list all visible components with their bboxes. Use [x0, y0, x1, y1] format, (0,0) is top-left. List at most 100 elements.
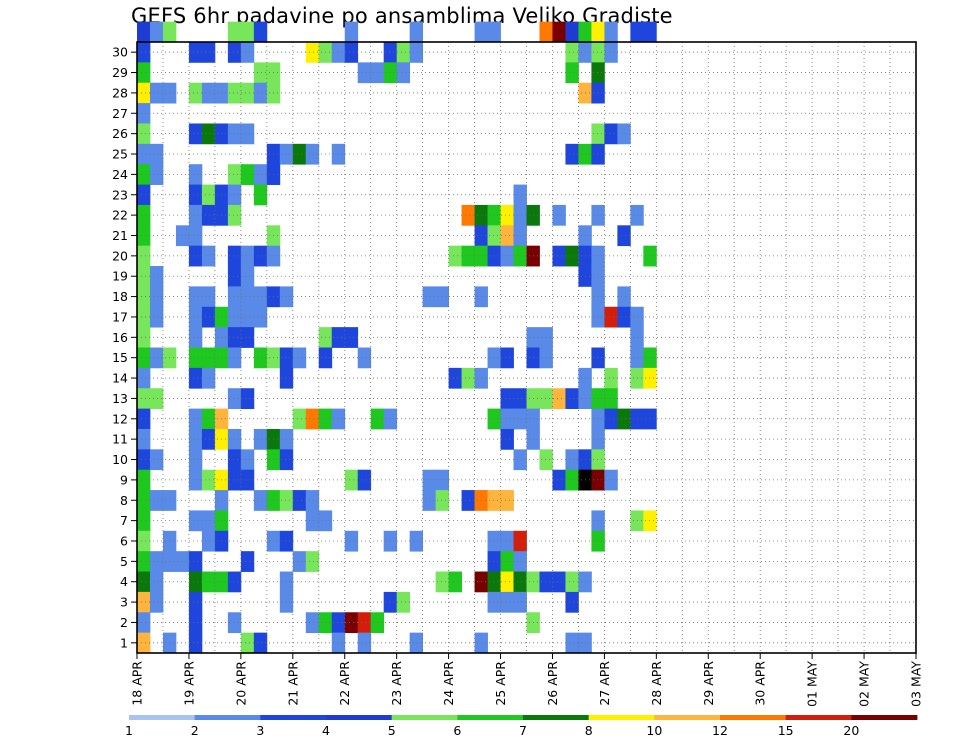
heatmap-cell [539, 571, 553, 593]
legend-label: 4 [322, 723, 330, 738]
y-tick-label: 21 [112, 228, 128, 243]
y-tick-label: 4 [120, 574, 128, 589]
heatmap-cell [448, 245, 462, 267]
x-tick-label: 02 MAY [857, 661, 872, 707]
heatmap-cell [201, 571, 216, 593]
heatmap-cell [357, 62, 372, 84]
heatmap-cell [500, 591, 514, 613]
heatmap-cell [539, 347, 553, 369]
heatmap-cell [565, 469, 579, 491]
heatmap-cell [292, 143, 307, 165]
heatmap-cell [201, 286, 216, 308]
heatmap-cell [357, 347, 372, 369]
heatmap-cell [137, 245, 151, 267]
heatmap-cell [604, 388, 618, 409]
y-tick-label: 25 [112, 147, 128, 162]
y-tick-label: 16 [112, 330, 128, 345]
heatmap-cell [201, 367, 216, 389]
heatmap-cell [149, 82, 164, 104]
heatmap-cell [461, 204, 475, 226]
heatmap-cell [137, 469, 151, 491]
heatmap-cell [137, 490, 151, 511]
x-tick-label: 20 APR [233, 661, 248, 706]
heatmap-cell [188, 449, 203, 471]
heatmap-cell [188, 286, 203, 308]
legend-label: 1 [125, 723, 133, 738]
y-tick-label: 11 [112, 432, 128, 447]
heatmap-cell [357, 469, 372, 491]
heatmap-cell [331, 327, 346, 348]
heatmap-cell [137, 571, 151, 593]
heatmap-cell [188, 632, 203, 654]
heatmap-cell [240, 306, 255, 328]
heatmap-cell [305, 510, 320, 532]
heatmap-cell [500, 225, 514, 247]
heatmap-cell [513, 591, 527, 613]
heatmap-cell [448, 367, 462, 389]
heatmap-cell [539, 21, 553, 43]
heatmap-cell [137, 327, 151, 348]
heatmap-cell [201, 510, 216, 532]
heatmap-cell [162, 21, 177, 43]
heatmap-cell [500, 490, 514, 511]
heatmap-cell [279, 428, 294, 450]
heatmap-cell [565, 388, 579, 409]
y-tick-label: 5 [120, 554, 128, 569]
heatmap-cell [137, 347, 151, 369]
heatmap-cell [227, 306, 242, 328]
heatmap-cell [461, 367, 475, 389]
heatmap-cell [435, 286, 449, 308]
x-tick-label: 19 APR [181, 661, 196, 706]
heatmap-cell [253, 184, 268, 206]
heatmap-cell [227, 245, 242, 267]
heatmap-cell [149, 571, 164, 593]
heatmap-cell [409, 42, 424, 63]
heatmap-cell [188, 408, 203, 430]
heatmap-cell [617, 225, 631, 247]
heatmap-cell [487, 225, 501, 247]
heatmap-cell [604, 469, 618, 491]
heatmap-cell [137, 143, 151, 165]
heatmap-cell [305, 490, 320, 511]
heatmap-cell [201, 469, 216, 491]
heatmap-cell [500, 551, 514, 572]
x-tick-label: 01 MAY [805, 661, 820, 707]
heatmap-cell [279, 367, 294, 389]
heatmap-cell [487, 530, 501, 552]
y-tick-label: 8 [120, 493, 128, 508]
x-tick-label: 03 MAY [909, 661, 924, 707]
plot-frame [136, 41, 917, 654]
heatmap-cell [383, 62, 398, 84]
y-tick-label: 30 [112, 45, 128, 60]
heatmap-cell [643, 367, 657, 389]
heatmap-cell [188, 612, 203, 634]
heatmap-cell [188, 347, 203, 369]
legend-label: 8 [585, 723, 593, 738]
heatmap-cell [604, 367, 618, 389]
y-tick-label: 19 [112, 269, 128, 284]
heatmap-cell [487, 408, 501, 430]
heatmap-cell [149, 347, 164, 369]
x-tick-label: 30 APR [753, 661, 768, 706]
heatmap-cell [227, 42, 242, 63]
legend-swatch [326, 715, 393, 720]
heatmap-cell [617, 286, 631, 308]
y-tick-label: 6 [120, 533, 128, 548]
heatmap-cell [227, 266, 242, 287]
legend-label: 2 [191, 723, 199, 738]
heatmap-cell [188, 123, 203, 145]
heatmap-cell [305, 42, 320, 63]
heatmap-cell [149, 306, 164, 328]
heatmap-cell [513, 388, 527, 409]
legend-swatch [260, 715, 327, 720]
legend-swatch [194, 715, 261, 720]
heatmap-cell [188, 204, 203, 226]
heatmap-cell [227, 347, 242, 369]
heatmap-cell [227, 164, 242, 185]
heatmap-cell [591, 245, 605, 267]
heatmap-cell [188, 306, 203, 328]
y-tick-label: 13 [112, 391, 128, 406]
heatmap-cell [227, 327, 242, 348]
heatmap-cell [396, 62, 411, 84]
heatmap-cell [279, 143, 294, 165]
